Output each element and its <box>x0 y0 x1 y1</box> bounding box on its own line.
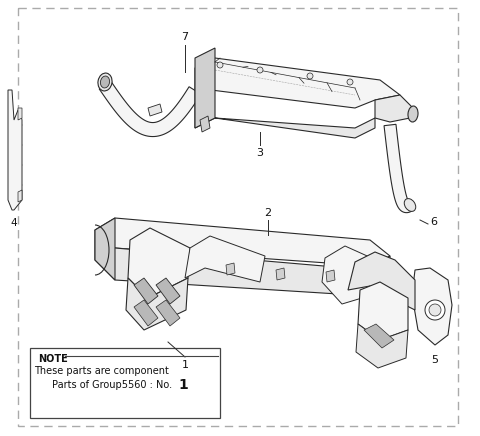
Text: 7: 7 <box>181 32 189 42</box>
Text: These parts are component: These parts are component <box>34 366 169 376</box>
Polygon shape <box>226 263 235 275</box>
Polygon shape <box>364 324 394 348</box>
Polygon shape <box>322 246 385 304</box>
FancyBboxPatch shape <box>30 348 220 418</box>
Ellipse shape <box>408 106 418 122</box>
Ellipse shape <box>404 199 416 211</box>
Polygon shape <box>412 268 452 345</box>
Polygon shape <box>99 81 201 136</box>
Polygon shape <box>128 228 190 298</box>
Text: Parts of Group5560 : No.: Parts of Group5560 : No. <box>52 380 172 390</box>
Circle shape <box>307 73 313 79</box>
Polygon shape <box>148 104 162 116</box>
Polygon shape <box>195 48 215 128</box>
Polygon shape <box>375 95 415 122</box>
Polygon shape <box>126 278 188 330</box>
Circle shape <box>425 300 445 320</box>
Polygon shape <box>156 278 180 304</box>
Text: 4: 4 <box>11 218 17 228</box>
Polygon shape <box>356 324 408 368</box>
Text: 1: 1 <box>181 360 189 370</box>
Polygon shape <box>8 90 22 210</box>
Circle shape <box>347 79 353 85</box>
Polygon shape <box>195 58 400 108</box>
Polygon shape <box>134 278 158 304</box>
Polygon shape <box>134 300 158 326</box>
Text: 5: 5 <box>432 355 439 365</box>
Ellipse shape <box>98 73 112 91</box>
Polygon shape <box>384 124 413 213</box>
Text: 2: 2 <box>264 208 272 218</box>
Polygon shape <box>276 268 285 280</box>
Circle shape <box>257 67 263 73</box>
Polygon shape <box>18 190 22 202</box>
Ellipse shape <box>100 76 109 88</box>
Circle shape <box>217 62 223 68</box>
Polygon shape <box>200 116 210 132</box>
Text: 3: 3 <box>256 148 264 158</box>
Polygon shape <box>195 88 375 138</box>
Polygon shape <box>156 300 180 326</box>
Polygon shape <box>326 270 335 282</box>
Text: NOTE: NOTE <box>38 354 68 364</box>
Polygon shape <box>95 218 390 266</box>
Polygon shape <box>185 236 265 282</box>
Polygon shape <box>358 282 408 340</box>
Text: 6: 6 <box>430 217 437 227</box>
Polygon shape <box>95 218 115 280</box>
Text: 1: 1 <box>178 378 188 392</box>
Circle shape <box>429 304 441 316</box>
Polygon shape <box>18 108 22 120</box>
Polygon shape <box>95 230 390 296</box>
Polygon shape <box>348 252 415 310</box>
